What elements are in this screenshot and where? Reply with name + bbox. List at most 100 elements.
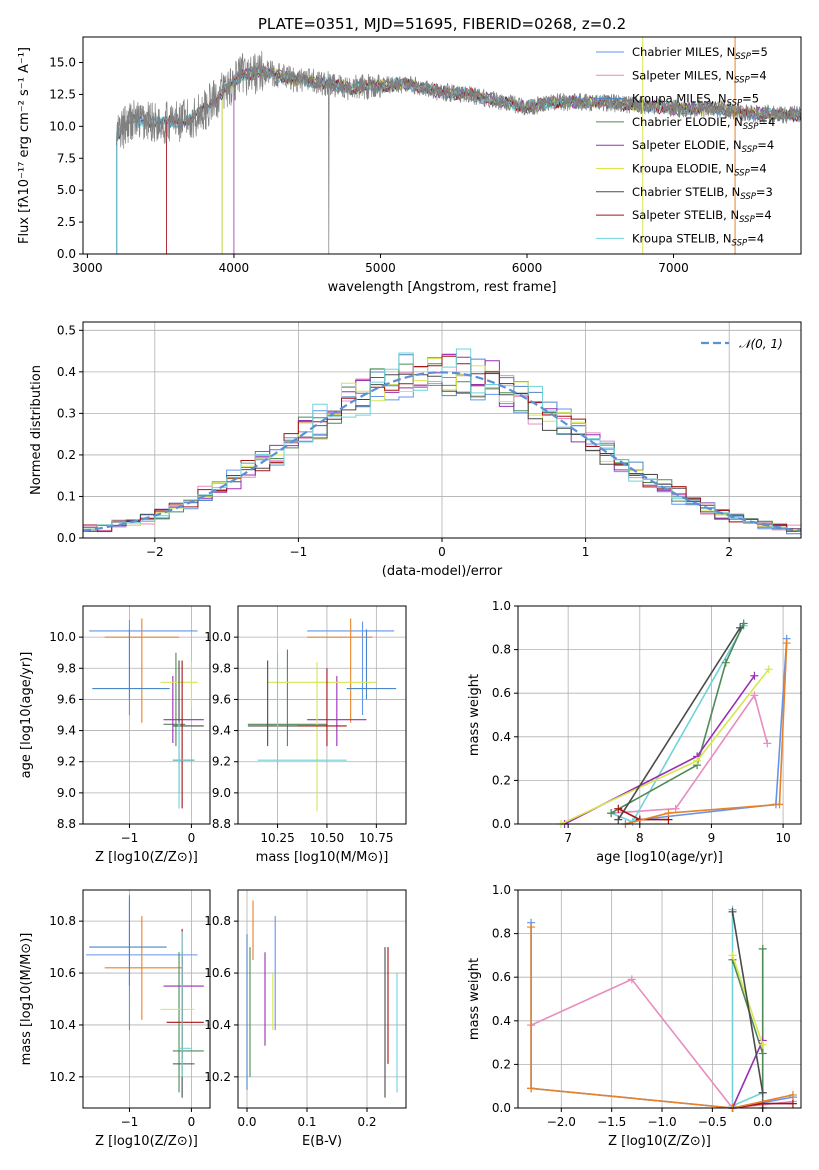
y-tick-label: 10.6 — [49, 966, 76, 980]
weight-series-line — [617, 627, 741, 821]
x-tick-label: 10.75 — [359, 831, 393, 845]
legend-sub: SSP — [734, 169, 750, 179]
y-tick-label: 0.3 — [57, 406, 76, 420]
legend-label: Salpeter ELODIE, N — [632, 138, 742, 152]
x-axis-label: Z [log10(Z/Z⊙)] — [95, 850, 198, 865]
weight-point — [671, 804, 680, 813]
y-tick-label: 1.0 — [492, 599, 511, 613]
y-axis-label: mass weight — [467, 674, 482, 756]
gaussian-curve — [82, 371, 802, 532]
y-tick-label: 0.6 — [492, 686, 511, 700]
x-tick-label: 2 — [725, 545, 733, 559]
legend-sub: SSP — [734, 75, 750, 85]
weight-series-line — [731, 911, 764, 1093]
y-tick-label: 0.8 — [492, 927, 511, 941]
y-tick-label: 10.6 — [204, 966, 231, 980]
legend-label: Salpeter MILES, N — [632, 68, 734, 82]
x-tick-label: −2.0 — [547, 1115, 576, 1129]
x-axis-label: mass [log10(M/M⊙)] — [256, 850, 389, 865]
weight-point — [736, 623, 745, 632]
y-tick-label: 9.0 — [57, 786, 76, 800]
legend-entry: Kroupa MILES, NSSP=5 — [632, 92, 759, 109]
legend-suffix: =4 — [757, 138, 774, 152]
legend-sub: SSP — [742, 145, 758, 155]
legend-suffix: =4 — [750, 68, 767, 82]
y-tick-label: 10.2 — [49, 1070, 76, 1084]
spectrum-data-line — [116, 50, 801, 254]
legend-label: Chabrier STELIB, N — [632, 185, 740, 199]
legend-entry: Chabrier ELODIE, NSSP=4 — [632, 115, 775, 132]
legend-suffix: =5 — [742, 92, 759, 106]
legend-entry: Salpeter MILES, NSSP=4 — [632, 68, 767, 85]
mass-vs-metallicity-panel: −1 0 10.2 10.4 10.6 10.8 Z [log10(Z/Z⊙)] mass [… — [19, 889, 211, 1149]
y-tick-label: 15.0 — [49, 56, 76, 70]
plot-frame — [82, 605, 211, 825]
weight-vs-metallicity-panel: −2.0 −1.5 −1.0 −0.5 0.0 0.0 0.2 0.4 0.6 0.8 1.0 Z [… — [467, 883, 802, 1149]
spectrum-lines — [116, 37, 801, 254]
figure-title: PLATE=0351, MJD=51695, FIBERID=0268, z=0… — [258, 15, 626, 33]
y-tick-label: 10.0 — [49, 630, 76, 644]
y-axis-label: age [log10(age/yr)] — [19, 652, 34, 779]
x-tick-label: 0.1 — [297, 1115, 316, 1129]
weight-series-line — [731, 948, 764, 1108]
y-axis-label: mass weight — [467, 958, 482, 1040]
legend-entry: Chabrier STELIB, NSSP=3 — [632, 185, 773, 202]
y-tick-label: 0.5 — [57, 323, 76, 337]
y-tick-label: 9.4 — [57, 724, 76, 738]
legend-suffix: =4 — [750, 162, 767, 176]
age-vs-metallicity-panel: −1 0 8.8 9.0 9.2 9.4 9.6 9.8 10.0 Z [log10(Z/Z⊙)]… — [19, 605, 211, 865]
weight-series-line — [731, 1040, 764, 1109]
x-tick-label: 9 — [708, 831, 716, 845]
legend-entry: Salpeter ELODIE, NSSP=4 — [632, 138, 774, 155]
y-tick-label: 9.2 — [212, 755, 231, 769]
legend-suffix: =4 — [747, 231, 764, 245]
y-tick-label: 9.8 — [212, 661, 231, 675]
y-tick-label: 10.2 — [204, 1070, 231, 1084]
y-tick-label: 0.4 — [492, 730, 511, 744]
age-vs-mass-panel: 10.25 10.50 10.75 8.8 9.0 9.2 9.4 9.6 9.8 10.0 mas… — [204, 605, 407, 865]
x-tick-label: −1.0 — [647, 1115, 676, 1129]
x-tick-label: 0 — [188, 1115, 196, 1129]
histogram-series — [83, 355, 801, 532]
x-tick-label: −1 — [121, 1115, 139, 1129]
y-tick-label: 0.1 — [57, 489, 76, 503]
legend-suffix: =5 — [751, 45, 768, 59]
weight-point — [728, 951, 737, 960]
legend-label: Chabrier MILES, N — [632, 45, 735, 59]
y-tick-label: 5.0 — [57, 183, 76, 197]
y-tick-label: 2.5 — [57, 215, 76, 229]
weight-point — [527, 1084, 536, 1093]
x-tick-label: 0.0 — [237, 1115, 256, 1129]
x-tick-label: 0 — [438, 545, 446, 559]
weight-point — [788, 1090, 797, 1099]
y-tick-label: 0.2 — [492, 773, 511, 787]
weight-point — [693, 756, 702, 765]
legend-sub: SSP — [732, 238, 748, 248]
y-tick-label: 9.2 — [57, 755, 76, 769]
y-tick-label: 0.2 — [492, 1057, 511, 1071]
legend-sub: SSP — [743, 122, 759, 132]
y-tick-label: 8.8 — [212, 817, 231, 831]
legend-suffix: =4 — [755, 208, 772, 222]
legend-sub: SSP — [739, 215, 755, 225]
weight-point — [739, 619, 748, 628]
legend-suffix: =4 — [758, 115, 775, 129]
x-tick-label: −1 — [121, 831, 139, 845]
x-tick-label: 0 — [188, 831, 196, 845]
x-tick-label: 10 — [775, 831, 790, 845]
y-tick-label: 1.0 — [492, 883, 511, 897]
y-tick-label: 0.6 — [492, 970, 511, 984]
y-tick-label: 9.6 — [212, 692, 231, 706]
plot-frame — [237, 889, 407, 1109]
x-tick-label: 7000 — [658, 261, 689, 275]
y-axis-label: mass [log10(M/M⊙)] — [19, 933, 34, 1066]
weight-point — [527, 923, 536, 932]
weight-point — [627, 975, 636, 984]
y-tick-label: 0.2 — [57, 448, 76, 462]
plot-frame — [517, 889, 802, 1109]
legend-suffix: =3 — [756, 185, 773, 199]
y-tick-label: 0.0 — [492, 817, 511, 831]
legend-label: Kroupa ELODIE, N — [632, 162, 734, 176]
weight-point — [788, 1099, 797, 1108]
y-tick-label: 10.8 — [204, 914, 231, 928]
